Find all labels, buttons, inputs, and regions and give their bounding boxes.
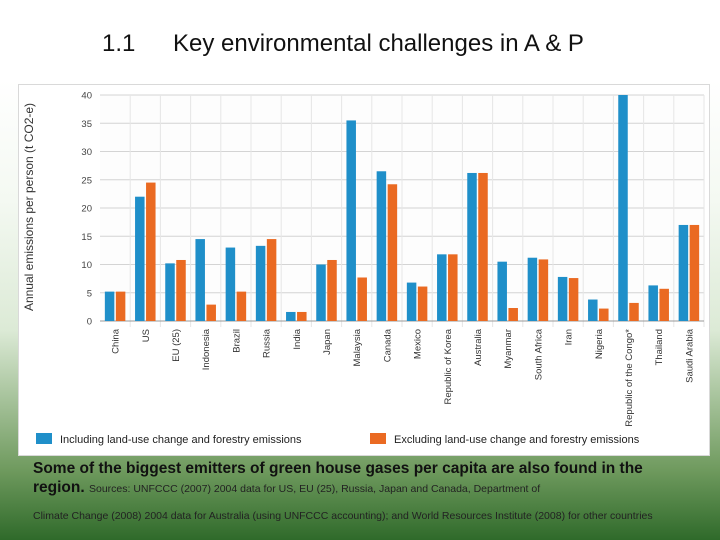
x-tick-label: US (141, 329, 152, 342)
bar-including (557, 276, 568, 321)
emissions-bar-chart: 0 5 10 15 20 25 30 35 40 China US EU (25) Indonesia… (22, 91, 705, 446)
bar-excluding (689, 224, 700, 321)
y-axis-label: Annual emissions per person (t CO2-e) (22, 103, 36, 311)
bar-including (104, 291, 115, 321)
bar-excluding (568, 278, 579, 321)
x-tick-label: Saudi Arabia (684, 328, 695, 383)
bar-including (648, 285, 658, 321)
bar-excluding (478, 172, 488, 321)
slide-title-text: Key environmental challenges in A & P (173, 30, 584, 57)
bar-including (316, 264, 326, 321)
bar-excluding (448, 254, 458, 321)
y-tick-label: 10 (81, 260, 92, 271)
y-tick-label: 40 (81, 91, 92, 102)
x-tick-label: Myanmar (503, 329, 514, 369)
x-tick-label: India (292, 328, 303, 349)
bar-including (165, 263, 175, 321)
bar-including (225, 247, 236, 321)
x-tick-label: Thailand (654, 329, 665, 365)
x-tick-label: Mexico (413, 329, 424, 359)
bar-excluding (387, 184, 398, 321)
bar-including (406, 282, 417, 321)
legend-swatch (370, 433, 386, 444)
bar-excluding (115, 291, 126, 321)
y-tick-label: 20 (81, 204, 92, 215)
bar-including (376, 171, 387, 321)
y-tick-label: 25 (81, 175, 92, 186)
legend: Including land-use change and forestry e… (36, 433, 640, 446)
bar-excluding (538, 259, 549, 321)
bars (104, 95, 700, 321)
bar-including (195, 239, 205, 321)
x-tick-label: Russia (262, 328, 273, 358)
bar-excluding (508, 308, 518, 321)
x-tick-label: Nigeria (594, 328, 605, 359)
x-tick-label: Republic of the Congo* (624, 329, 635, 427)
slide-title: 1.1 Key environmental challenges in A & … (0, 30, 720, 66)
x-tick-label: Iran (564, 329, 575, 345)
bar-including (527, 257, 538, 321)
bar-including (618, 95, 628, 321)
y-tick-labels: 0 5 10 15 20 25 30 35 40 (81, 91, 92, 328)
bar-excluding (357, 277, 367, 321)
y-tick-label: 15 (81, 232, 92, 243)
bar-including (437, 254, 447, 321)
x-tick-label: Canada (382, 328, 393, 362)
bar-excluding (266, 239, 277, 321)
x-tick-label: Republic of Korea (443, 328, 454, 404)
caption-sources: Sources: UNFCCC (2007) 2004 data for US,… (88, 483, 541, 495)
x-tick-label: Brazil (231, 329, 242, 353)
legend-label: Excluding land-use change and forestry e… (394, 434, 640, 446)
bar-excluding (236, 291, 247, 321)
x-tick-labels: China US EU (25) Indonesia Brazil Russia India… (111, 328, 696, 426)
bar-excluding (629, 302, 639, 321)
x-tick-label: Japan (322, 329, 333, 355)
bar-including (255, 245, 266, 321)
x-tick-label: Indonesia (201, 328, 212, 370)
x-tick-label: Malaysia (352, 328, 363, 366)
y-tick-label: 30 (81, 147, 92, 158)
x-tick-label: Australia (473, 328, 484, 366)
bar-including (286, 311, 296, 321)
caption: Some of the biggest emitters of green ho… (33, 459, 693, 499)
legend-label: Including land-use change and forestry e… (60, 434, 302, 446)
bar-including (678, 224, 689, 321)
y-tick-label: 5 (87, 288, 92, 299)
bar-including (346, 120, 356, 321)
bar-excluding (327, 259, 337, 321)
bar-including (467, 172, 477, 321)
bar-excluding (206, 304, 216, 321)
slide-number: 1.1 (102, 30, 136, 57)
caption-sources-continued: Climate Change (2008) 2004 data for Aust… (33, 510, 653, 522)
bar-excluding (297, 311, 307, 321)
bar-excluding (176, 259, 186, 321)
grid-lines (100, 94, 705, 327)
bar-including (588, 299, 598, 321)
bar-including (497, 261, 507, 321)
x-tick-label: South Africa (533, 328, 544, 380)
y-tick-label: 35 (81, 119, 92, 130)
legend-swatch (36, 433, 52, 444)
caption-main: Some of the biggest emitters of green ho… (33, 460, 643, 496)
bar-excluding (417, 286, 428, 321)
y-tick-label: 0 (87, 317, 92, 328)
x-tick-label: China (111, 328, 122, 354)
bar-excluding (146, 182, 156, 321)
bar-excluding (599, 308, 609, 321)
x-tick-label: EU (25) (171, 329, 182, 362)
bar-excluding (659, 288, 669, 321)
bar-including (135, 196, 145, 321)
